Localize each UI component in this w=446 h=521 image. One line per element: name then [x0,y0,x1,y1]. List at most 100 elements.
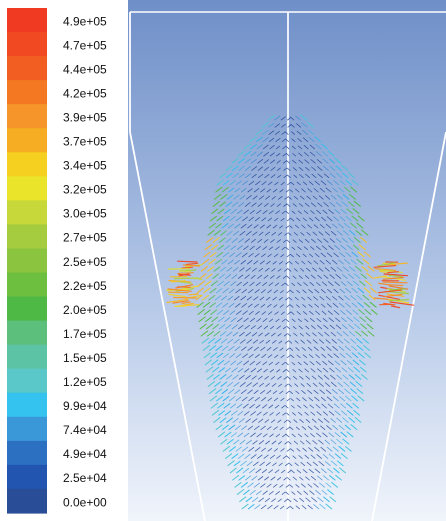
vector-mark [238,324,244,330]
vector-mark [270,166,276,171]
vector-mark [335,273,342,279]
vector-mark [294,296,299,301]
vector-mark [348,324,355,330]
vector-mark [355,330,362,337]
vector-mark [268,210,274,215]
vector-mark [335,172,343,179]
colorbar-swatches [7,8,47,514]
vector-mark [314,253,320,258]
vector-mark [250,274,256,279]
vector-mark [227,223,234,229]
vector-mark [320,346,326,351]
vector-mark [286,304,291,308]
vector-mark [342,274,348,279]
vector-mark [277,333,282,337]
vector-mark [260,303,266,308]
vector-mark [291,210,296,215]
vector-mark [278,340,283,344]
vector-mark [253,461,259,467]
vector-mark [229,467,237,474]
vector-mark [247,425,254,431]
vector-mark [330,374,336,380]
vector-mark [333,180,340,186]
vector-mark [323,374,330,380]
vector-mark [364,352,372,359]
vector-mark [287,181,292,186]
vector-mark [339,180,346,186]
vector-mark [314,396,320,402]
vector-mark [301,122,308,128]
vector-mark [277,268,282,272]
vector-mark [359,366,367,373]
vector-mark [275,137,281,143]
vector-mark [320,396,326,402]
vector-mark [264,173,270,179]
vector-mark [234,346,241,351]
vector-mark [256,136,263,143]
vector-mark [346,244,353,251]
vector-mark [230,317,237,323]
vector-mark [335,165,342,171]
vector-mark [313,504,320,510]
vector-mark [271,231,277,236]
vector-mark [386,262,408,266]
vector-mark [256,432,262,438]
vector-mark [244,238,251,243]
vector-mark [303,404,308,409]
vector-mark [373,275,388,279]
vector-mark [308,397,314,402]
vector-mark [325,187,332,193]
vector-mark [357,215,365,222]
vector-mark [267,504,273,510]
vector-mark [345,302,352,308]
vector-mark [233,230,239,236]
vector-mark [284,282,289,287]
vector-mark [228,388,235,395]
vector-mark [283,376,288,380]
vector-mark [222,179,230,186]
colorbar-swatch [7,128,47,153]
vector-mark [296,448,301,452]
vector-mark [210,352,218,359]
vector-mark [250,151,257,157]
vector-mark [204,244,213,251]
vector-mark [320,288,326,294]
vector-mark [281,491,286,495]
vector-mark [323,417,330,423]
vector-mark [388,299,410,302]
vector-mark [337,382,344,387]
vector-mark [258,440,265,445]
vector-mark [262,490,268,495]
vector-mark [322,432,328,438]
vector-mark [214,381,221,387]
vector-mark [226,331,233,337]
colorbar-swatch [7,80,47,105]
vector-mark [307,425,313,431]
vector-mark [340,403,347,409]
vector-mark [252,339,259,344]
vector-mark [319,339,325,344]
vector-mark [266,426,272,431]
vector-mark [292,455,297,459]
vector-mark [240,260,247,265]
vector-mark [250,143,257,150]
vector-mark [276,275,281,279]
vector-mark [289,225,293,229]
vector-mark [290,123,295,128]
vector-mark [246,296,252,301]
vector-mark [299,476,304,481]
vector-mark [298,166,304,171]
vector-mark [351,345,358,351]
vector-mark [236,360,243,366]
vector-mark [350,259,357,265]
vector-mark [304,433,309,438]
vector-mark [257,158,264,164]
vector-mark [302,129,308,135]
vector-mark [253,224,259,229]
vector-mark [310,433,315,438]
vector-mark [243,151,251,157]
vector-mark [254,504,261,510]
vector-mark [216,251,224,258]
vector-mark [258,332,263,337]
vector-mark [261,353,267,359]
